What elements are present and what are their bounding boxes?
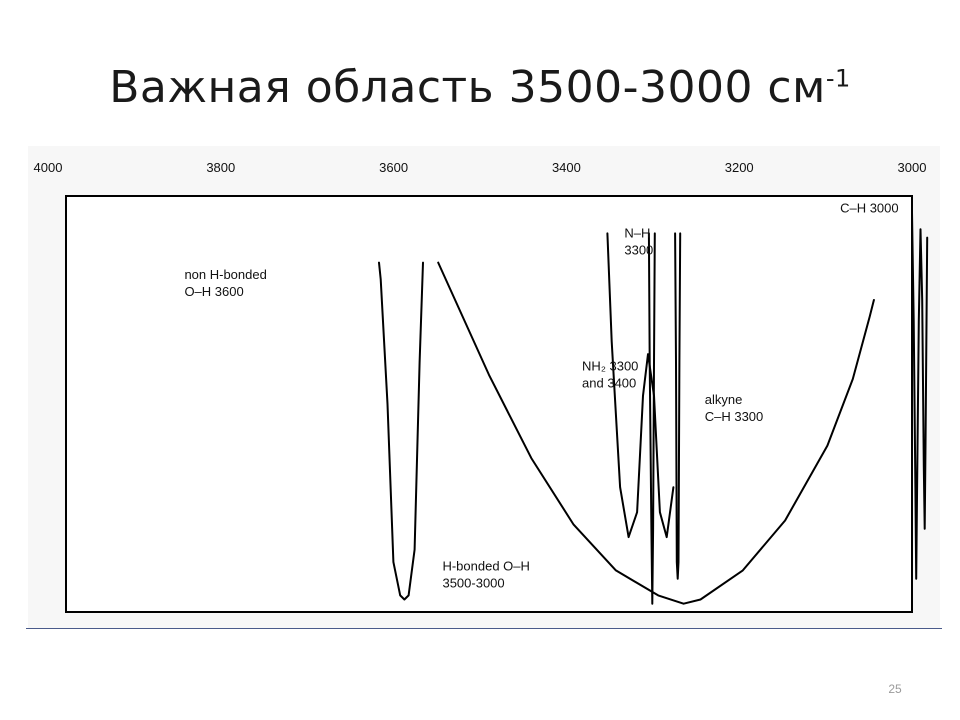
peak-annotation: NH₂ 3300 and 3400 xyxy=(582,359,638,391)
series-ch-3000 xyxy=(911,211,929,580)
page-number: 25 xyxy=(888,682,902,696)
x-tick-label: 3800 xyxy=(206,160,235,175)
slide-title: Важная область 3500-3000 см-1 xyxy=(0,62,960,113)
x-tick-label: 3600 xyxy=(379,160,408,175)
series-hbonded-oh xyxy=(437,261,875,605)
peak-annotation: N–H 3300 xyxy=(624,226,653,258)
slide-title-superscript: -1 xyxy=(825,64,851,93)
x-tick-label: 4000 xyxy=(34,160,63,175)
peak-annotation: H-bonded O–H 3500-3000 xyxy=(442,558,529,590)
peak-annotation: alkyne C–H 3300 xyxy=(705,392,764,424)
x-tick-labels: 4000 3800 3600 3400 3200 3000 xyxy=(34,160,927,175)
slide-title-text: Важная область 3500-3000 см xyxy=(109,62,826,113)
ir-spectrum-chart: 4000 3800 3600 3400 3200 3000 non H-bonded O–H… xyxy=(34,160,929,613)
peak-annotation: non H-bonded O–H 3600 xyxy=(184,267,266,299)
ir-spectrum-figure: 4000 3800 3600 3400 3200 3000 non H-bonded O–H… xyxy=(28,146,940,628)
peak-annotation: C–H 3000 xyxy=(840,201,899,216)
series-non-hbonded-oh xyxy=(378,261,424,601)
plot-frame xyxy=(65,195,913,613)
series-nh-amine xyxy=(606,232,675,539)
series-nh-single xyxy=(647,232,656,605)
x-tick-label: 3200 xyxy=(725,160,754,175)
footer-divider xyxy=(26,628,942,629)
x-tick-label: 3000 xyxy=(898,160,927,175)
series-alkyne-ch xyxy=(674,232,682,580)
x-tick-label: 3400 xyxy=(552,160,581,175)
spectrum-series-layer xyxy=(378,211,929,605)
peak-annotations: non H-bonded O–H 3600 NH₂ 3300 and 3400 N–H 3… xyxy=(184,201,898,591)
plot-frame-layer xyxy=(65,195,913,613)
